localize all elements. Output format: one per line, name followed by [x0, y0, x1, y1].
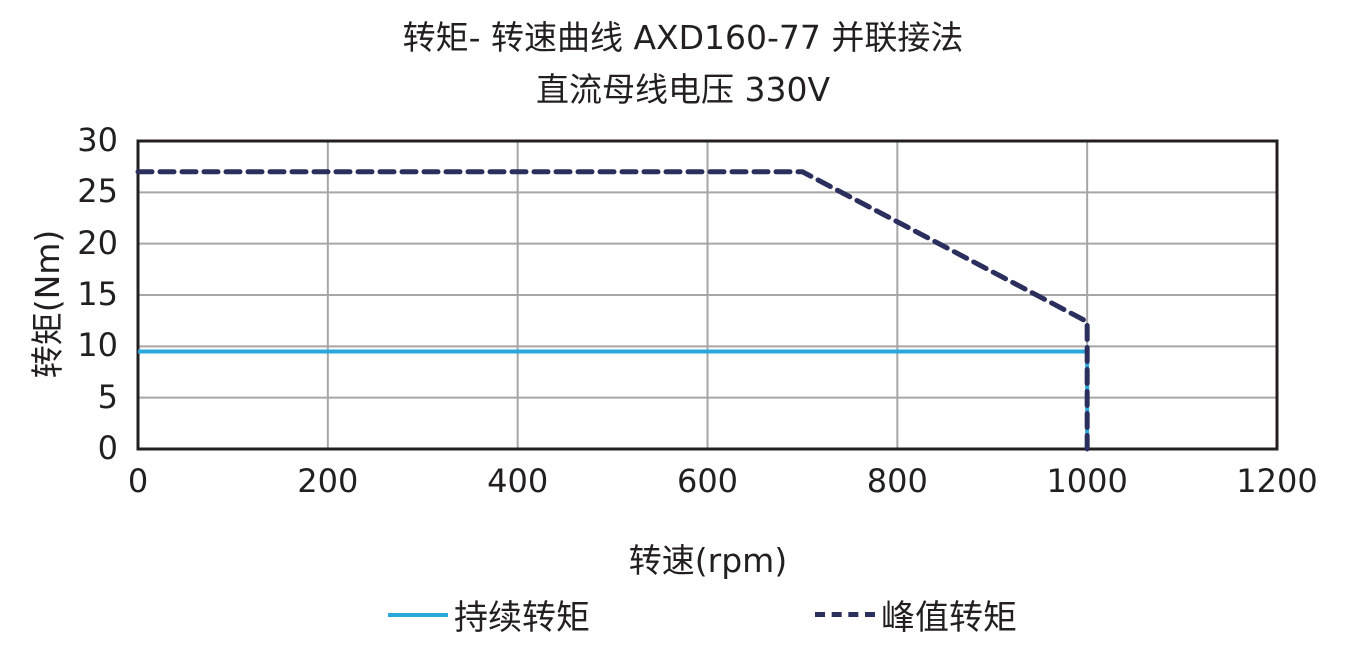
peak-torque-line	[135, 169, 1090, 452]
y-tick: 25	[77, 172, 118, 211]
x-tick: 400	[487, 462, 549, 500]
x-tick: 1000	[1046, 462, 1128, 500]
x-tick: 800	[866, 462, 928, 500]
chart-title: 转矩- 转速曲线 AXD160-77 并联接法	[402, 18, 964, 57]
y-tick: 0	[97, 429, 118, 467]
y-tick: 5	[97, 377, 118, 416]
y-tick: 10	[77, 326, 118, 365]
solid-line-icon	[388, 612, 448, 617]
chart-subtitle: 直流母线电压 330V	[535, 70, 831, 109]
x-tick: 600	[676, 462, 739, 500]
x-axis-label: 转速(rpm)	[628, 541, 788, 580]
legend-peak: 峰值转矩	[815, 590, 1017, 639]
x-tick: 200	[297, 462, 359, 500]
y-tick: 20	[77, 223, 118, 262]
legend-continuous: 持续转矩	[388, 590, 590, 639]
y-axis-label: 转矩(Nm)	[28, 229, 67, 379]
y-tick: 15	[77, 275, 118, 313]
y-tick: 30	[77, 121, 118, 159]
x-tick: 1200	[1236, 462, 1318, 500]
x-tick: 0	[127, 462, 149, 500]
continuous-torque-line	[138, 349, 1090, 449]
dashed-line-icon	[815, 612, 875, 617]
